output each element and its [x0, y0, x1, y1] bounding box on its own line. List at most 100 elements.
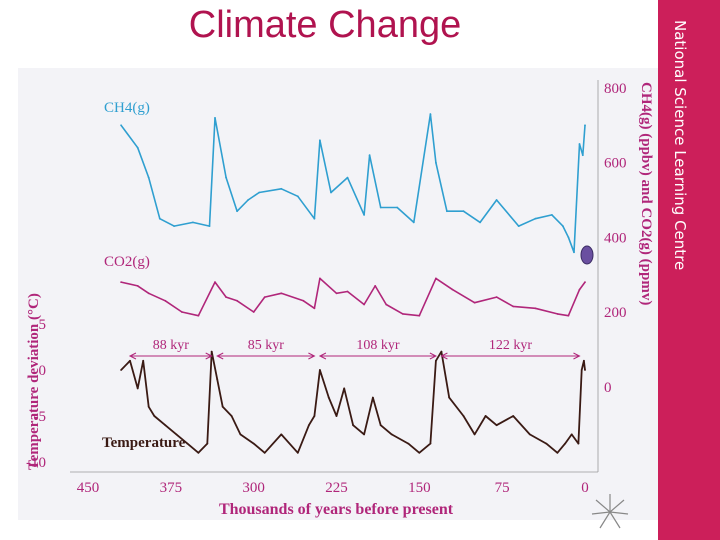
x-tick-label: 150 [408, 480, 431, 496]
temperature-line-point [120, 369, 122, 371]
period-arrow-head-right [429, 352, 438, 360]
temperature-line-point [570, 433, 573, 436]
co2-line-point [302, 299, 305, 302]
period-label: 122 kyr [489, 338, 533, 353]
period-label-bg [482, 338, 539, 352]
ch4-line-point [313, 217, 316, 220]
left-tick-label: 5 [39, 317, 47, 333]
co2-line-point [435, 277, 437, 280]
slide-title: Climate Change [188, 4, 462, 46]
period-label: 88 kyr [153, 338, 190, 353]
co2-line-point [335, 292, 338, 295]
co2-line-point [313, 307, 316, 310]
period-label: 85 kyr [248, 338, 285, 353]
temperature-line-point [197, 451, 200, 454]
ch4-line-point [573, 251, 575, 254]
ch4-line-point [158, 217, 161, 220]
co2-line-point [451, 288, 454, 291]
period-arrow-head-right [205, 352, 213, 360]
temperature-line-point [164, 424, 167, 427]
temperature-line-point [429, 442, 432, 445]
period-arrow-head-left [440, 352, 448, 360]
ch4-line-point [462, 210, 465, 213]
period-arrow-head-right [308, 352, 316, 360]
x-tick-label: 300 [242, 480, 265, 496]
temperature-line-point [484, 415, 487, 417]
side-band: National Science Learning Centre [658, 0, 720, 540]
co2-line-point [181, 311, 183, 313]
ch4-line-point [517, 225, 520, 228]
co2-line-point [556, 313, 559, 315]
temperature-line-point [448, 396, 451, 399]
co2-series-group [120, 277, 586, 317]
co2-line-point [197, 314, 200, 317]
co2-line-point [512, 305, 515, 308]
temperature-line-point [147, 405, 150, 408]
ch4-line-point [208, 225, 211, 228]
ch4-series-label: CH4(g) [104, 100, 150, 116]
co2-line-point [567, 314, 570, 317]
co2-line-point [346, 290, 349, 293]
temperature-line-point [577, 442, 580, 445]
co2-line-point [280, 292, 283, 295]
temperature-line-point [296, 451, 299, 454]
ch4-line-point [412, 221, 415, 224]
ch4-line-point [567, 236, 570, 239]
temperature-line-point [583, 359, 585, 362]
ch4-line-point [368, 154, 371, 157]
ch4-line-point [136, 146, 139, 149]
ch4-line-point [584, 124, 586, 127]
labels-group: 450 375 300 225 150 75 0 Thousands of years bef… [26, 81, 654, 518]
co2-line [120, 277, 586, 317]
x-tick-label: 0 [581, 480, 589, 496]
right-tick-label: 200 [604, 305, 627, 321]
co2-line-point [578, 288, 581, 291]
temperature-line-point [473, 433, 476, 436]
left-tick-label: 0 [39, 363, 47, 379]
right-tick-label: 800 [604, 81, 627, 97]
ch4-line-point [435, 161, 437, 164]
temperature-line-point [435, 359, 437, 362]
period-arrow-head-left [216, 352, 224, 360]
ch4-line-point [147, 176, 150, 179]
axes-group [70, 80, 599, 473]
temperature-line-point [308, 424, 310, 427]
co2-line-point [147, 292, 150, 295]
temperature-line-point [186, 442, 189, 445]
temperature-line-point [545, 442, 548, 445]
ch4-line-point [319, 139, 321, 142]
ch4-line-point [173, 225, 176, 228]
temperature-line-point [313, 415, 316, 417]
ch4-line-point [429, 113, 432, 115]
period-label-bg [142, 338, 199, 352]
ch4-line-point [363, 214, 365, 216]
temperature-series-group [120, 350, 586, 454]
ornament-icon [591, 494, 629, 529]
temperature-line-point [440, 350, 443, 353]
ch4-line-point [379, 206, 382, 209]
co2-line-point [319, 277, 321, 280]
temperature-line-point [462, 415, 465, 417]
temperature-line-point [580, 369, 583, 371]
ch4-line-point [562, 225, 564, 228]
co2-line-point [584, 281, 586, 283]
temperature-line-point [142, 359, 145, 362]
temperature-line-point [319, 369, 321, 371]
temperature-line-point [407, 442, 410, 445]
left-tick-label: -5 [34, 409, 47, 425]
temperature-line-point [153, 415, 156, 417]
temperature-line-point [327, 396, 330, 399]
ch4-line-point [551, 214, 553, 216]
temperature-line-point [363, 433, 365, 436]
x-tick-label: 75 [495, 480, 510, 496]
ch4-line-point [214, 117, 216, 119]
period-arrow-head-left [318, 352, 327, 360]
left-axis-label: Temperature deviation (°C) [26, 293, 42, 470]
temperature-line-point [221, 405, 224, 408]
period-label-bg [349, 338, 406, 352]
ch4-line-point [479, 221, 481, 224]
ch4-line-point [346, 176, 349, 179]
ch4-line-point [534, 217, 537, 220]
right-tick-label: 600 [604, 156, 627, 172]
